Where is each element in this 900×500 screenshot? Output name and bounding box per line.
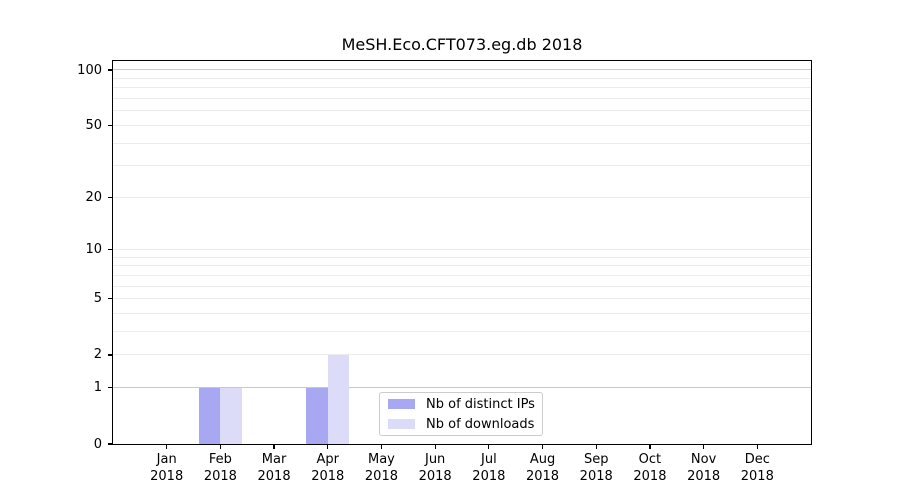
x-tick: [273, 444, 275, 449]
y-tick-label-100: 100: [77, 62, 102, 78]
y-tick: [107, 124, 113, 126]
y-tick-label-5: 5: [93, 291, 102, 307]
x-tick-year: 2018: [472, 468, 506, 484]
gridline-minor: [113, 298, 811, 300]
x-tick-month: Oct: [638, 452, 662, 467]
y-tick: [107, 354, 113, 356]
x-tick: [488, 444, 490, 449]
x-tick: [649, 444, 651, 449]
y-tick-label-50: 50: [85, 117, 102, 133]
x-tick-year: 2018: [525, 468, 560, 484]
legend-item-downloads: Nb of downloads: [380, 415, 542, 433]
gridline-minor: [113, 249, 811, 251]
x-tick-month: Sep: [583, 452, 609, 467]
x-tick-label-sep: Sep 2018: [566, 452, 626, 485]
y-tick-label-2: 2: [93, 347, 102, 363]
gridline-minor: [113, 142, 811, 144]
x-tick: [595, 444, 597, 449]
y-tick-label-20: 20: [85, 189, 102, 205]
gridline-major: [113, 69, 811, 71]
x-tick-year: 2018: [740, 468, 774, 484]
legend: Nb of distinct IPs Nb of downloads: [379, 392, 543, 436]
x-tick: [166, 444, 168, 449]
x-tick-label-nov: Nov 2018: [674, 452, 734, 485]
x-tick: [327, 444, 329, 449]
x-tick: [434, 444, 436, 449]
gridline-minor: [113, 256, 811, 258]
x-tick-month: Apr: [316, 452, 340, 467]
y-tick: [107, 387, 113, 389]
x-tick-label-mar: Mar 2018: [244, 452, 304, 485]
gridline-minor: [113, 265, 811, 267]
x-tick: [219, 444, 221, 449]
x-tick-month: Feb: [208, 452, 232, 467]
x-tick-year: 2018: [150, 468, 184, 484]
gridline-minor: [113, 110, 811, 112]
legend-label-downloads: Nb of downloads: [426, 416, 535, 432]
y-tick: [107, 249, 113, 251]
x-tick-label-aug: Aug 2018: [513, 452, 573, 485]
x-tick: [380, 444, 383, 449]
x-tick-month: Nov: [690, 452, 717, 467]
legend-swatch-downloads: [388, 419, 415, 429]
x-tick-label-feb: Feb 2018: [190, 452, 250, 485]
y-tick: [107, 196, 113, 198]
gridline-minor: [113, 313, 811, 315]
gridline-minor: [113, 331, 811, 333]
x-tick-label-jan: Jan 2018: [137, 452, 197, 485]
gridline-minor: [113, 124, 811, 126]
gridline-minor: [113, 87, 811, 89]
x-tick-label-jun: Jun 2018: [405, 452, 465, 485]
x-tick-month: Mar: [261, 452, 287, 467]
x-tick: [756, 444, 758, 449]
x-tick: [541, 444, 544, 449]
x-tick-label-may: May 2018: [351, 452, 411, 485]
x-tick-year: 2018: [418, 468, 452, 484]
plot-area: Nb of distinct IPs Nb of downloads: [113, 61, 811, 444]
y-tick: [107, 69, 113, 71]
x-tick-year: 2018: [364, 468, 398, 484]
x-tick-month: May: [368, 452, 395, 467]
x-tick-label-dec: Dec 2018: [727, 452, 787, 485]
gridline-minor: [113, 165, 811, 167]
x-tick-year: 2018: [257, 468, 291, 484]
legend-label-distinct-ips: Nb of distinct IPs: [426, 396, 535, 412]
x-tick-year: 2018: [633, 468, 667, 484]
gridline-minor: [113, 354, 811, 356]
bar-downloads: [220, 387, 242, 444]
legend-swatch-distinct-ips: [388, 399, 415, 409]
x-tick-year: 2018: [203, 468, 237, 484]
gridline-minor: [113, 77, 811, 79]
y-tick: [107, 443, 113, 445]
x-tick-month: Dec: [744, 452, 770, 467]
x-tick-label-jul: Jul 2018: [459, 452, 519, 485]
x-tick-year: 2018: [311, 468, 345, 484]
y-tick: [107, 298, 113, 300]
x-tick-month: Jun: [424, 452, 446, 467]
x-tick-month: Jul: [481, 452, 497, 467]
gridline-minor: [113, 285, 811, 287]
gridline-minor: [113, 274, 811, 276]
y-tick-label-1: 1: [93, 380, 102, 396]
legend-item-distinct-ips: Nb of distinct IPs: [380, 395, 542, 413]
bar-distinct-ips: [306, 387, 328, 444]
x-tick-month: Jan: [156, 452, 177, 467]
x-tick-label-apr: Apr 2018: [298, 452, 358, 485]
x-tick: [703, 444, 705, 449]
gridline-minor: [113, 98, 811, 100]
chart-title: MeSH.Eco.CFT073.eg.db 2018: [341, 35, 583, 54]
x-tick-year: 2018: [687, 468, 721, 484]
bar-distinct-ips: [198, 387, 221, 444]
y-tick-label-10: 10: [85, 242, 102, 258]
gridline-major: [113, 387, 811, 389]
gridline-minor: [113, 196, 811, 198]
bar-downloads: [327, 354, 350, 444]
y-tick-label-0: 0: [93, 436, 102, 452]
x-tick-label-oct: Oct 2018: [620, 452, 680, 485]
x-tick-month: Aug: [529, 452, 556, 467]
x-tick-year: 2018: [579, 468, 613, 484]
